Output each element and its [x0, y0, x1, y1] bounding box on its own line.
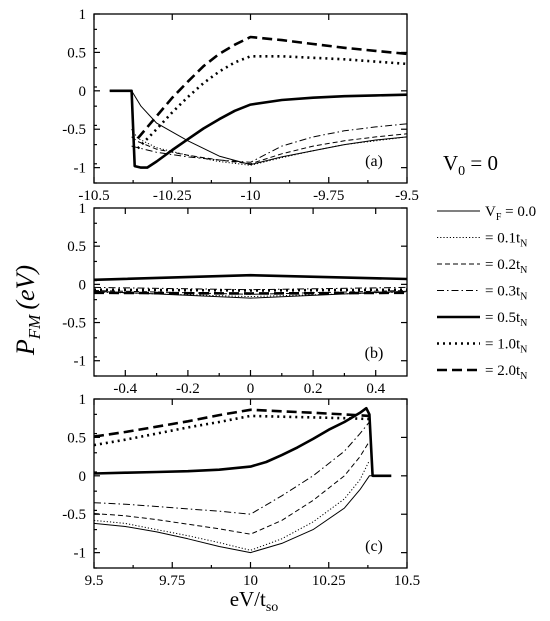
- v0-label-value: = 0: [465, 151, 498, 175]
- series-line-dotted-thick: [136, 54, 407, 150]
- y-tick-label: -0.5: [62, 507, 86, 523]
- y-tick-label: 0: [79, 84, 87, 100]
- series-line-dashed-thin: [131, 133, 407, 165]
- y-axis-label: PFM (eV): [11, 265, 44, 356]
- x-tick-label: 9.75: [159, 573, 185, 589]
- y-tick-label: 1: [79, 201, 87, 217]
- series-line-dotted-thick: [94, 288, 407, 292]
- panel-a: 1 0.5 0 -0.5 -1 -10.5 -10.25 -10 -9.75 -9.5 (a): [62, 7, 419, 204]
- legend-label: = 0.2tN: [485, 257, 527, 276]
- legend-label: = 0.1tN: [485, 231, 527, 250]
- series-line-dashed-thick: [94, 408, 370, 438]
- y-tick-label: 1: [79, 392, 87, 408]
- panel-label: (b): [365, 345, 384, 362]
- x-tick-label: -10.5: [78, 188, 109, 204]
- v0-label-main: V: [443, 151, 458, 175]
- series-line-thick: [94, 273, 407, 282]
- x-tick-label: -9.75: [313, 188, 344, 204]
- legend-label: = 1.0tN: [485, 337, 527, 356]
- series-line-dashdot-thin: [94, 421, 370, 515]
- legend-label: = 0.5tN: [485, 310, 527, 329]
- y-label-main: P: [11, 339, 40, 356]
- y-tick-label: 0.5: [67, 45, 86, 61]
- panel-b: 1 0.5 0 -0.5 -1 -0.4 -0.2 0 0.2 0.4 (b): [62, 201, 408, 397]
- panel-label: (a): [365, 153, 383, 170]
- series-line-dotted-thin: [131, 128, 407, 166]
- plot-frame: [93, 13, 408, 184]
- series-line-dashed-thick: [136, 35, 407, 140]
- x-tick-label: 0.4: [366, 381, 385, 397]
- series-line-dashdot-thin: [131, 123, 407, 163]
- v0-label: V0 = 0: [443, 151, 498, 179]
- series-line-thin: [109, 90, 407, 166]
- y-tick-label: -1: [74, 161, 87, 177]
- legend: VF = 0.0 = 0.1tN = 0.2tN = 0.3tN = 0.5tN = 1.…: [437, 204, 536, 382]
- v0-label-sub: 0: [458, 164, 465, 179]
- plot-frame: [93, 398, 408, 569]
- y-tick-label: 0: [79, 469, 87, 485]
- x-tick-label: 10.25: [312, 573, 346, 589]
- y-tick-label: 0.5: [67, 239, 86, 255]
- x-label-main: eV/t: [230, 587, 266, 611]
- y-tick-label: 0.5: [67, 430, 86, 446]
- y-tick-label: 0: [79, 277, 87, 293]
- x-tick-label: -0.4: [113, 381, 137, 397]
- x-label-sub: so: [266, 600, 278, 615]
- y-tick-label: -1: [74, 354, 87, 370]
- x-tick-label: -9.5: [395, 188, 419, 204]
- y-tick-label: 1: [79, 7, 87, 23]
- x-tick-label: -10.25: [153, 188, 192, 204]
- legend-label: VF = 0.0: [485, 204, 536, 223]
- legend-label: = 2.0tN: [485, 363, 527, 382]
- y-label-unit: (eV): [11, 265, 40, 310]
- series-line-dotted-thin: [94, 460, 370, 551]
- panel-label: (c): [365, 538, 383, 555]
- x-tick-label: 9.5: [85, 573, 104, 589]
- series-line-thin: [94, 475, 373, 554]
- panel-c: 10.50-0.5-19.5 9.75 10 10.25 10.5(c): [62, 392, 420, 589]
- x-axis-label: eV/tso: [230, 587, 279, 615]
- x-tick-label: 0: [247, 381, 255, 397]
- x-tick-label: -0.2: [176, 381, 200, 397]
- y-tick-label: -1: [74, 546, 87, 562]
- y-tick-label: -0.5: [62, 316, 86, 332]
- x-tick-label: -10: [241, 188, 261, 204]
- x-tick-label: 0.2: [304, 381, 323, 397]
- series-line-thick: [109, 89, 407, 169]
- series-line-dashed-thin: [94, 441, 370, 535]
- y-tick-label: -0.5: [62, 122, 86, 138]
- x-tick-label: 10: [243, 573, 258, 589]
- x-tick-label: 10.5: [394, 573, 420, 589]
- series-line-thick: [94, 406, 392, 478]
- series-line-dashed-thick: [94, 291, 407, 295]
- legend-label: = 0.3tN: [485, 284, 527, 303]
- y-label-sub: FM: [25, 314, 44, 340]
